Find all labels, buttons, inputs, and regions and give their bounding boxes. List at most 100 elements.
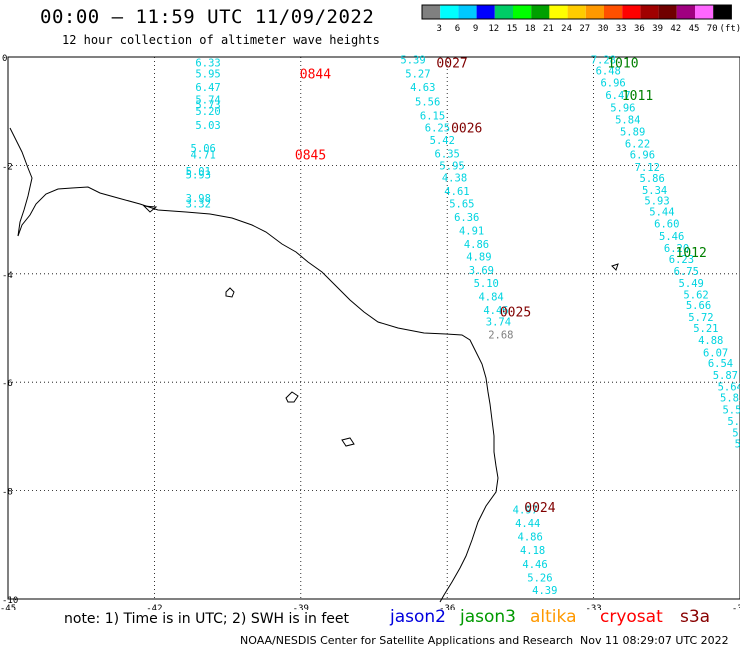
- swh-value: 5.74: [195, 94, 220, 106]
- swh-value: 3.69: [469, 265, 494, 277]
- axis-tick-labels: -45 -42 -39 -36 -33 -30 0 -2 -4 -6 -8 -10: [0, 54, 740, 610]
- colorbar-label: 24: [561, 24, 572, 34]
- track-label: 0027: [436, 56, 467, 71]
- swh-value: 5.96: [610, 102, 635, 114]
- swh-value: 5.10: [474, 278, 499, 290]
- swh-value: 2.68: [488, 330, 513, 342]
- swh-value: 6.48: [596, 66, 621, 78]
- swh-value: 6.20: [664, 243, 689, 255]
- swh-value: 6.47: [195, 82, 220, 94]
- island-e: [611, 263, 619, 271]
- track-label: 0845: [295, 149, 326, 164]
- colorbar-label: 6: [455, 24, 460, 34]
- track-label: 0844: [300, 67, 331, 82]
- colorbar-label: 21: [543, 24, 554, 34]
- swh-value: 4.89: [466, 251, 491, 263]
- track-label: 1012: [676, 246, 707, 261]
- swh-value: 6.36: [454, 212, 479, 224]
- swh-value: 5.66: [686, 300, 711, 312]
- colorbar-border: [421, 4, 732, 20]
- swh-value: 5.44: [649, 206, 674, 218]
- swh-value: 6.23: [669, 254, 694, 266]
- swh-value: 6.75: [674, 266, 699, 278]
- swh-value: 5.87: [713, 370, 738, 382]
- swh-value: 5.83: [720, 392, 740, 404]
- longitude-label: -42: [146, 604, 162, 610]
- swh-value: 5.64: [718, 382, 740, 394]
- color-scale-legend: 3 6 9 12 15 18 21 24 27 30 33 36 39 42 45 70 (ft): [421, 4, 740, 34]
- swh-value: 5.26: [527, 572, 552, 584]
- swh-value: 6.15: [420, 111, 445, 123]
- swh-value: 5.86: [640, 173, 665, 185]
- swh-value: 5.06: [735, 438, 740, 450]
- swh-observations: 6.335.956.475.745.735.205.035.064.715.01…: [186, 55, 740, 597]
- colorbar-label: 30: [598, 24, 609, 34]
- swh-value: 4.84: [478, 292, 503, 304]
- swh-value: 6.96: [630, 150, 655, 162]
- swh-value: 5.46: [659, 231, 684, 243]
- colorbar-swatch: [695, 5, 714, 19]
- colorbar-swatch: [604, 5, 623, 19]
- swh-value: 5.03: [195, 120, 220, 132]
- swh-value: 6.54: [708, 358, 733, 370]
- track-label: 0026: [451, 121, 482, 136]
- satellite-legend-item: altika: [530, 607, 577, 627]
- colorbar-swatch: [531, 5, 550, 19]
- coastline-mainland: [17, 186, 499, 603]
- latitude-label: -8: [2, 488, 13, 498]
- satellite-legend-item: cryosat: [600, 607, 663, 627]
- track-label: 0025: [500, 306, 531, 321]
- footnote: note: 1) Time is in UTC; 2) SWH is in fe…: [64, 611, 350, 627]
- swh-value: 5.54: [722, 404, 740, 416]
- swh-value: 4.18: [520, 545, 545, 557]
- swh-value: 5.20: [195, 106, 220, 118]
- swh-value: 6.25: [425, 122, 450, 134]
- colorbar-label: 45: [689, 24, 700, 34]
- swh-value: 6.33: [195, 57, 220, 69]
- swh-value: 5.95: [439, 160, 464, 172]
- swh-value: 5.39: [400, 55, 425, 67]
- swh-value: 4.88: [698, 335, 723, 347]
- colorbar-swatch: [640, 5, 659, 19]
- colorbar-label: 9: [473, 24, 478, 34]
- island-c: [341, 437, 355, 447]
- swh-value: 5.93: [186, 170, 211, 182]
- track-label: 1011: [622, 89, 653, 104]
- swh-value: 5.21: [693, 323, 718, 335]
- colorbar-label: 36: [634, 24, 645, 34]
- swh-value: 4.46: [483, 305, 508, 317]
- swh-value: 4.39: [532, 585, 557, 597]
- swh-value: 7.28: [591, 55, 616, 67]
- swh-value: 4.46: [522, 559, 547, 571]
- colorbar-label: 42: [670, 24, 681, 34]
- swh-value: 5.84: [615, 114, 640, 126]
- colorbar-swatch: [422, 5, 441, 19]
- swh-value: 4.97: [513, 505, 538, 517]
- latitude-label: -4: [2, 271, 13, 281]
- swh-value: 5.42: [430, 135, 455, 147]
- swh-value: 5.34: [642, 185, 667, 197]
- swh-value: 4.63: [410, 82, 435, 94]
- swh-value: 5.49: [679, 278, 704, 290]
- swh-value: 4.86: [464, 239, 489, 251]
- map-frame: [7, 56, 740, 600]
- swh-value: 5.65: [449, 198, 474, 210]
- generation-timestamp: Nov 11 08:29:07 UTC 2022: [580, 634, 729, 647]
- swh-value: 5.62: [683, 289, 708, 301]
- coastline: [9, 127, 619, 603]
- island-d: [142, 205, 158, 213]
- colorbar-label: 39: [652, 24, 663, 34]
- swh-value: 4.91: [459, 225, 484, 237]
- colorbar-swatch: [567, 5, 586, 19]
- latitude-label: -6: [2, 379, 13, 389]
- longitude-label: -45: [0, 604, 16, 610]
- swh-value: 5.93: [644, 196, 669, 208]
- swh-value: 4.86: [518, 532, 543, 544]
- swh-value: 4.71: [191, 150, 216, 162]
- latitude-label: 0: [2, 54, 7, 64]
- swh-value: 5.56: [415, 96, 440, 108]
- swh-value: 6.60: [654, 218, 679, 230]
- swh-value: 6.35: [435, 148, 460, 160]
- colorbar-swatch: [713, 5, 732, 19]
- colorbar-swatch: [658, 5, 677, 19]
